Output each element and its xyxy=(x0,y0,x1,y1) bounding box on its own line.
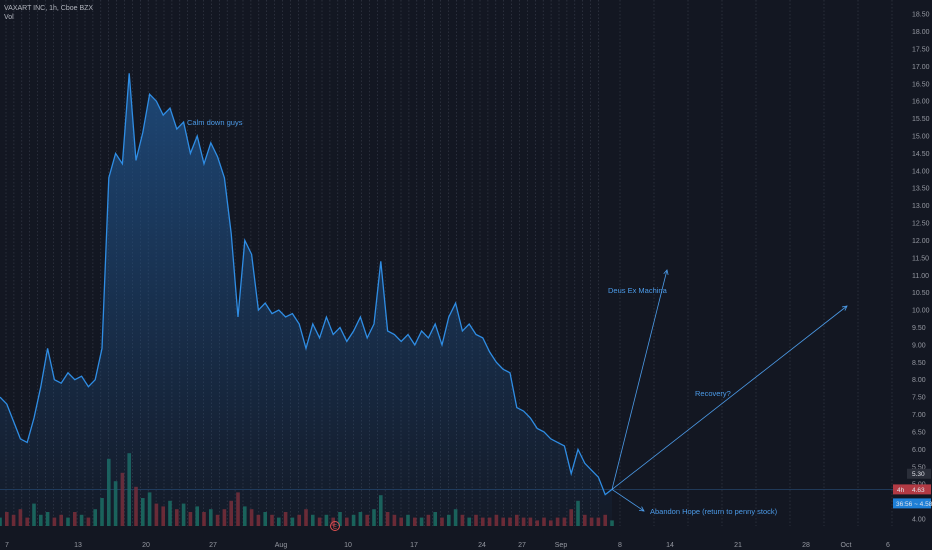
time-tick-label: 24 xyxy=(478,542,486,549)
countdown-badge xyxy=(893,498,931,509)
current-price-interval: 4h xyxy=(897,487,905,494)
earnings-marker-label: E xyxy=(333,525,337,531)
price-badge-secondary xyxy=(907,468,931,479)
chart-legend: VAXART INC, 1h, Cboe BZX Vol xyxy=(4,4,93,22)
annotation-calm-down[interactable]: Calm down guys xyxy=(187,118,243,127)
price-tick-label: 5.50 xyxy=(912,464,926,471)
price-tick-label: 14.50 xyxy=(912,151,930,158)
time-tick-label: 21 xyxy=(734,542,742,549)
time-tick-label: 14 xyxy=(666,542,674,549)
arrow-deus-ex-machina-head xyxy=(663,269,669,275)
arrow-recovery-head xyxy=(842,305,848,311)
price-tick-label: 13.00 xyxy=(912,203,930,210)
price-line-series[interactable] xyxy=(0,73,613,496)
time-tick-label: 27 xyxy=(518,542,526,549)
price-tick-label: 8.00 xyxy=(912,377,926,384)
time-tick-label: 6 xyxy=(886,542,890,549)
price-tick-label: 7.00 xyxy=(912,412,926,419)
price-tick-label: 18.50 xyxy=(912,12,930,19)
time-tick-label: 7 xyxy=(5,542,9,549)
time-tick-label: 13 xyxy=(74,542,82,549)
arrow-recovery[interactable] xyxy=(611,305,848,490)
annotation-abandon-hope[interactable]: Abandon Hope (return to penny stock) xyxy=(650,507,778,516)
price-tick-label: 4.00 xyxy=(912,517,926,524)
arrow-abandon-hope-head xyxy=(638,506,645,512)
price-tick-label: 13.50 xyxy=(912,186,930,193)
symbol-title[interactable]: VAXART INC, 1h, Cboe BZX xyxy=(4,5,94,12)
price-axis[interactable]: 4.004.505.005.506.006.507.007.508.008.50… xyxy=(893,0,932,550)
price-tick-label: 14.00 xyxy=(912,168,930,175)
price-tick-label: 10.00 xyxy=(912,308,930,315)
price-tick-label: 6.50 xyxy=(912,429,926,436)
price-tick-label: 12.50 xyxy=(912,221,930,228)
time-tick-label: 28 xyxy=(802,542,810,549)
current-price-value: 4.63 xyxy=(912,487,925,494)
price-series xyxy=(0,73,613,527)
price-tick-label: 6.00 xyxy=(912,447,926,454)
price-tick-label: 10.50 xyxy=(912,290,930,297)
annotation-deus-ex-machina[interactable]: Deus Ex Machina xyxy=(608,286,668,295)
price-area-fill xyxy=(0,73,612,527)
arrow-deus-ex-machina[interactable] xyxy=(611,269,668,490)
time-tick-label: 27 xyxy=(209,542,217,549)
time-tick-label: Aug xyxy=(275,542,288,549)
price-tick-label: 17.50 xyxy=(912,46,930,53)
time-tick-label: 20 xyxy=(142,542,150,549)
price-tick-label: 15.50 xyxy=(912,116,930,123)
volume-label[interactable]: Vol xyxy=(4,14,14,21)
price-tick-label: 11.00 xyxy=(912,273,929,280)
time-tick-label: 17 xyxy=(410,542,418,549)
countdown-text: 36:56 ~ 4.58 xyxy=(896,501,932,508)
price-badge-secondary-text: 5.30 xyxy=(912,471,925,478)
arrow-abandon-hope[interactable] xyxy=(611,489,645,512)
drawing-annotations: Calm down guys Deus Ex Machina Recovery? Ab… xyxy=(187,118,848,516)
price-tick-label: 15.00 xyxy=(912,133,930,140)
time-tick-label: Sep xyxy=(555,542,568,549)
time-axis-bg xyxy=(0,538,906,550)
annotation-recovery[interactable]: Recovery? xyxy=(695,389,731,398)
price-tick-label: 7.50 xyxy=(912,395,926,402)
price-tick-label: 16.00 xyxy=(912,99,930,106)
current-price-badge xyxy=(893,484,931,495)
time-tick-label: 10 xyxy=(344,542,352,549)
price-tick-label: 9.00 xyxy=(912,342,926,349)
price-axis-bg xyxy=(906,0,932,550)
price-tick-label: 8.50 xyxy=(912,360,926,367)
price-tick-label: 11.50 xyxy=(912,255,929,262)
price-tick-label: 12.00 xyxy=(912,238,930,245)
time-axis[interactable]: 7 13 20 27 Aug 10 17 24 27 Sep 8 14 21 28 Oct 6 xyxy=(0,538,906,550)
time-tick-label: 8 xyxy=(618,542,622,549)
price-tick-label: 17.00 xyxy=(912,64,930,71)
price-tick-label: 18.00 xyxy=(912,29,930,36)
price-tick-label: 16.50 xyxy=(912,81,930,88)
time-tick-label: Oct xyxy=(841,542,852,549)
price-tick-label: 9.50 xyxy=(912,325,926,332)
